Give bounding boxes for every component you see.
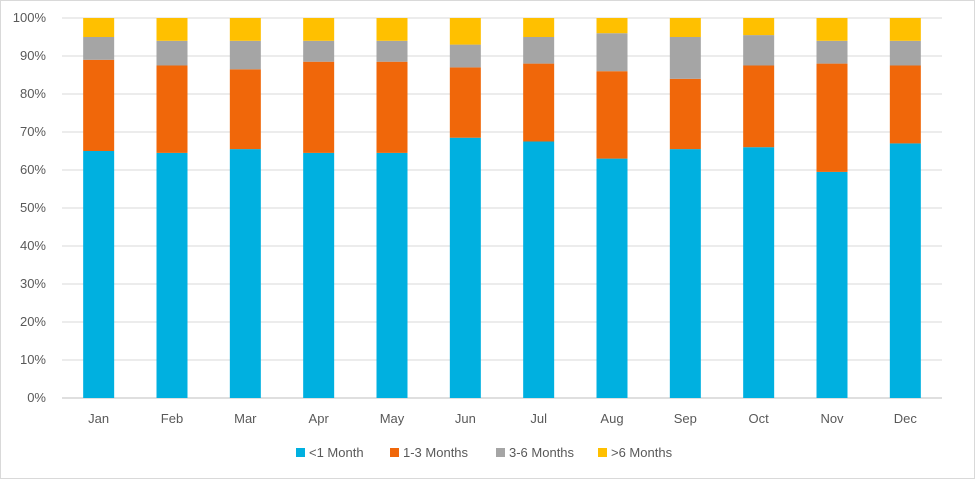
bar-segment bbox=[743, 65, 775, 148]
legend-label: 3-6 Months bbox=[509, 445, 575, 460]
x-tick-label: May bbox=[380, 411, 405, 426]
y-tick-label: 60% bbox=[20, 162, 46, 177]
x-tick-label: Aug bbox=[600, 411, 623, 426]
bar-segment bbox=[83, 18, 115, 37]
bar-segment bbox=[156, 40, 188, 66]
bar-segment bbox=[889, 40, 921, 66]
bar-segment bbox=[596, 158, 628, 398]
bar-segment bbox=[816, 171, 848, 398]
x-axis: Jan Feb Mar Apr May Jun Jul Aug Sep Oct Nov Dec bbox=[88, 411, 917, 426]
bar-segment bbox=[449, 137, 481, 398]
bar-segment bbox=[303, 152, 335, 398]
bar-segment bbox=[523, 37, 555, 64]
x-tick-label: Sep bbox=[674, 411, 697, 426]
legend: <1 Month 1-3 Months 3-6 Months >6 Months bbox=[296, 445, 673, 460]
bar-segment bbox=[669, 37, 701, 79]
legend-label: 1-3 Months bbox=[403, 445, 469, 460]
x-tick-label: Jul bbox=[530, 411, 547, 426]
bar-segment bbox=[743, 147, 775, 398]
legend-label: <1 Month bbox=[309, 445, 364, 460]
bar-segment bbox=[303, 18, 335, 41]
x-tick-label: Nov bbox=[820, 411, 844, 426]
bar-segment bbox=[596, 18, 628, 34]
bars bbox=[83, 18, 921, 398]
y-tick-label: 0% bbox=[27, 390, 46, 405]
gridlines bbox=[62, 17, 942, 399]
y-tick-label: 40% bbox=[20, 238, 46, 253]
x-tick-label: Jan bbox=[88, 411, 109, 426]
bar-segment bbox=[523, 141, 555, 398]
bar-segment bbox=[156, 18, 188, 41]
bar-segment bbox=[669, 78, 701, 150]
x-tick-label: Apr bbox=[309, 411, 330, 426]
y-tick-label: 30% bbox=[20, 276, 46, 291]
bar-segment bbox=[156, 152, 188, 398]
bar-segment bbox=[743, 35, 775, 66]
y-axis: 0% 10% 20% 30% 40% 50% 60% 70% 80% 90% 100% bbox=[13, 10, 47, 405]
x-tick-label: Jun bbox=[455, 411, 476, 426]
legend-label: >6 Months bbox=[611, 445, 673, 460]
bar-segment bbox=[889, 18, 921, 41]
bar-segment bbox=[743, 18, 775, 36]
bar-segment bbox=[889, 65, 921, 144]
bar-segment bbox=[229, 149, 261, 398]
bar-segment bbox=[523, 63, 555, 142]
y-tick-label: 70% bbox=[20, 124, 46, 139]
bar-segment bbox=[376, 18, 408, 41]
bar-segment bbox=[889, 143, 921, 398]
x-tick-label: Mar bbox=[234, 411, 257, 426]
bar-segment bbox=[303, 61, 335, 153]
x-tick-label: Oct bbox=[749, 411, 770, 426]
legend-entry: <1 Month bbox=[296, 445, 364, 460]
bar-segment bbox=[669, 149, 701, 398]
bar-segment bbox=[229, 18, 261, 41]
bar-segment bbox=[156, 65, 188, 153]
legend-swatch bbox=[390, 448, 399, 457]
bar-segment bbox=[229, 69, 261, 150]
bar-segment bbox=[669, 18, 701, 37]
y-tick-label: 50% bbox=[20, 200, 46, 215]
bar-segment bbox=[83, 59, 115, 151]
legend-swatch bbox=[598, 448, 607, 457]
legend-entry: >6 Months bbox=[598, 445, 673, 460]
legend-entry: 3-6 Months bbox=[496, 445, 575, 460]
bar-segment bbox=[229, 40, 261, 70]
bar-segment bbox=[303, 40, 335, 62]
bar-segment bbox=[816, 40, 848, 64]
legend-entry: 1-3 Months bbox=[390, 445, 469, 460]
bar-segment bbox=[376, 152, 408, 398]
bar-segment bbox=[816, 63, 848, 172]
y-tick-label: 20% bbox=[20, 314, 46, 329]
y-tick-label: 10% bbox=[20, 352, 46, 367]
y-tick-label: 90% bbox=[20, 48, 46, 63]
y-tick-label: 100% bbox=[13, 10, 47, 25]
bar-segment bbox=[449, 44, 481, 68]
bar-segment bbox=[376, 61, 408, 153]
bar-segment bbox=[83, 37, 115, 60]
bar-segment bbox=[523, 18, 555, 37]
x-tick-label: Dec bbox=[894, 411, 918, 426]
x-tick-label: Feb bbox=[161, 411, 183, 426]
legend-swatch bbox=[496, 448, 505, 457]
bar-segment bbox=[449, 18, 481, 45]
bar-segment bbox=[449, 67, 481, 138]
bar-segment bbox=[376, 40, 408, 62]
bar-segment bbox=[83, 151, 115, 398]
bar-segment bbox=[596, 71, 628, 159]
y-tick-label: 80% bbox=[20, 86, 46, 101]
bar-segment bbox=[596, 33, 628, 72]
bar-segment bbox=[816, 18, 848, 41]
legend-swatch bbox=[296, 448, 305, 457]
